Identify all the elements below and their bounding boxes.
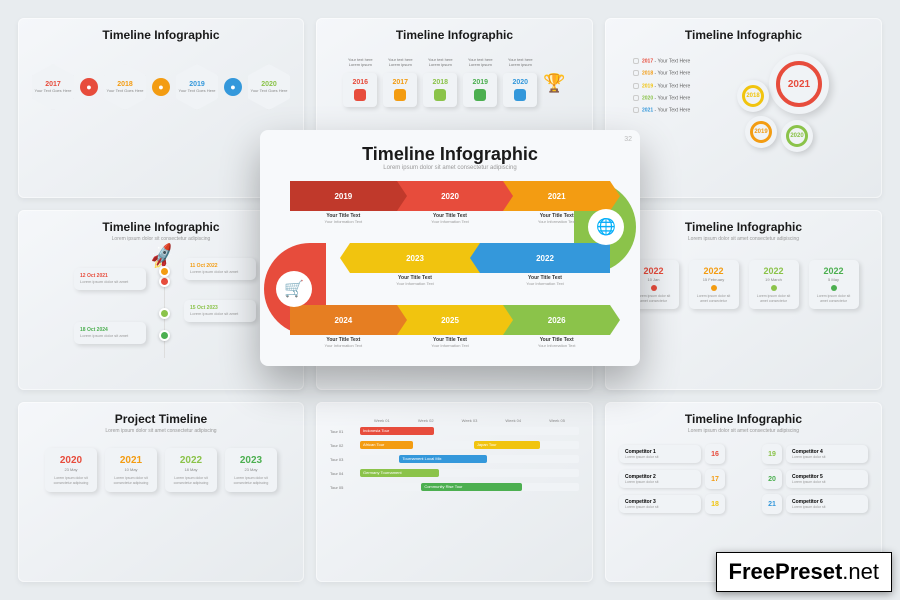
hex-item: 2020Your Text Goes Here — [248, 64, 290, 110]
comp-item: Competitor 2Lorem ipsum dolor sit17 — [619, 469, 725, 489]
project-card: 202110 MayLorem ipsum dolor sit consecte… — [105, 448, 157, 492]
comp-item: Competitor 3Lorem ipsum dolor sit18 — [619, 494, 725, 514]
year-col: Your text hereLorem ipsum2016 — [343, 58, 377, 107]
slide-title: Timeline Infographic — [330, 28, 579, 42]
big-circle: 2021 — [769, 54, 829, 114]
gantt-row: Tour 04Germany Tournament — [330, 468, 579, 478]
project-cards: 202023 MayLorem ipsum dolor sit consecte… — [32, 448, 290, 492]
timeline-card: 15 Oct 2023Lorem ipsum dolor sit amet — [184, 300, 256, 322]
comp-item: Competitor 1Lorem ipsum dolor sit16 — [619, 444, 725, 464]
center-title: Timeline Infographic — [280, 144, 620, 165]
hex-item: 2017Your Text Goes Here — [32, 64, 74, 110]
gantt-row: Tour 02African TourJapan Tour — [330, 440, 579, 450]
year-col: Your text hereLorem ipsum2017 — [383, 58, 417, 107]
year-col: Your text hereLorem ipsum2018 — [423, 58, 457, 107]
project-card: 202218 MayLorem ipsum dolor sit consecte… — [165, 448, 217, 492]
comp-col: Competitor 1Lorem ipsum dolor sit16 Compe… — [619, 444, 725, 514]
slide-gantt: Week 01Week 02Week 03Week 04Week 05Tour … — [316, 402, 593, 582]
slide-project: Project Timeline Lorem ipsum dolor sit a… — [18, 402, 304, 582]
date-card: 202215 FebruaryLorem ipsum dolor sit ame… — [689, 260, 739, 309]
cart-icon: 🛒 — [276, 271, 312, 307]
timeline-card: 12 Oct 2021Lorem ipsum dolor sit amet — [74, 268, 146, 290]
page-number: 32 — [624, 136, 632, 143]
hex-row: 2017Your Text Goes Here●2018Your Text Go… — [32, 64, 290, 110]
snake-timeline: 20192020202120232022202420252026🌐🛒Your T… — [280, 181, 620, 351]
hex-item: 2018Your Text Goes Here — [104, 64, 146, 110]
gantt-row: Tour 01Indonesia Tour — [330, 426, 579, 436]
competitors: Competitor 1Lorem ipsum dolor sit16 Compe… — [619, 444, 868, 514]
year-col: Your text hereLorem ipsum2019 — [463, 58, 497, 107]
checklist: 2017 - Your Text Here2018 - Your Text He… — [633, 58, 690, 120]
slide-title: Timeline Infographic — [619, 28, 868, 42]
date-card: 20225 MayLorem ipsum dolor sit amet cons… — [809, 260, 859, 309]
slide-title: Timeline Infographic — [619, 412, 868, 426]
slide-datecards: Timeline Infographic Lorem ipsum dolor s… — [605, 210, 882, 390]
comp-item: 19Competitor 4Lorem ipsum dolor sit — [762, 444, 868, 464]
globe-icon: 🌐 — [588, 209, 624, 245]
small-circle: 2020 — [781, 120, 813, 152]
rocket-body: 🚀12 Oct 2021Lorem ipsum dolor sit amet11… — [32, 250, 290, 360]
slide-title: Timeline Infographic — [619, 220, 868, 234]
hex-item: 2019Your Text Goes Here — [176, 64, 218, 110]
comp-col: 19Competitor 4Lorem ipsum dolor sit 20Com… — [762, 444, 868, 514]
slide-title: Project Timeline — [32, 412, 290, 426]
gantt-row: Tour 05Community Rise Tour — [330, 482, 579, 492]
project-card: 202323 MayLorem ipsum dolor sit consecte… — [225, 448, 277, 492]
year-boxes: Your text hereLorem ipsum2016Your text h… — [330, 58, 579, 107]
comp-item: 20Competitor 5Lorem ipsum dolor sit — [762, 469, 868, 489]
date-card: 202219 MarchLorem ipsum dolor sit amet c… — [749, 260, 799, 309]
gantt-row: Tour 03Tournament Local Mix — [330, 454, 579, 464]
project-card: 202023 MayLorem ipsum dolor sit consecte… — [45, 448, 97, 492]
circles-body: 2017 - Your Text Here2018 - Your Text He… — [619, 44, 868, 154]
slide-circles: Timeline Infographic 2017 - Your Text He… — [605, 18, 882, 198]
year-col: Your text hereLorem ipsum2020 — [503, 58, 537, 107]
timeline-card: 18 Oct 2024Lorem ipsum dolor sit amet — [74, 322, 146, 344]
gantt-chart: Week 01Week 02Week 03Week 04Week 05Tour … — [330, 418, 579, 492]
small-circle: 2018 — [737, 80, 769, 112]
center-slide: 32 Timeline Infographic Lorem ipsum dolo… — [260, 130, 640, 366]
watermark: FreePreset.net — [716, 552, 892, 592]
slide-title: Timeline Infographic — [32, 220, 290, 234]
small-circle: 2019 — [745, 116, 777, 148]
timeline-card: 11 Oct 2022Lorem ipsum dolor sit amet — [184, 258, 256, 280]
comp-item: 21Competitor 6Lorem ipsum dolor sit — [762, 494, 868, 514]
date-cards: 202210 JanLorem ipsum dolor sit amet con… — [619, 260, 868, 309]
slide-title: Timeline Infographic — [32, 28, 290, 42]
